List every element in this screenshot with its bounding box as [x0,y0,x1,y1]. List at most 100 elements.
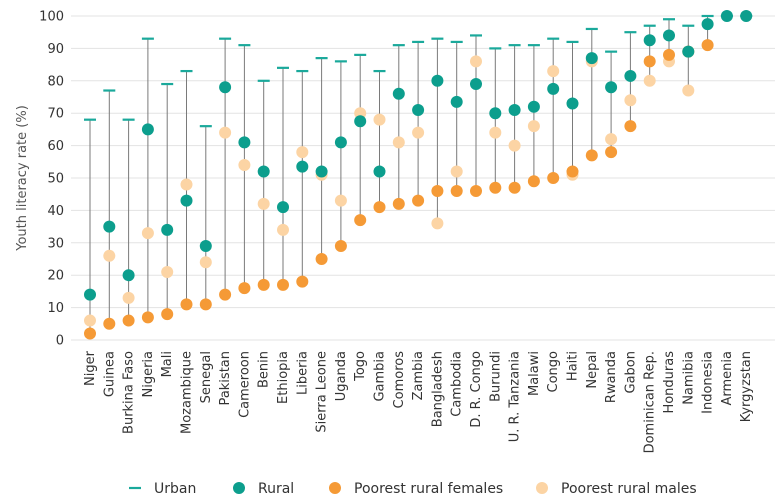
poorest-males-point [431,217,444,230]
poorest-males-point [412,126,425,139]
rural-point [392,87,405,100]
poorest-males-point [508,139,521,152]
poorest-females-point [566,165,579,178]
legend-circle-icon [233,482,245,494]
poorest-females-point [180,298,193,311]
poorest-males-point [103,249,116,262]
rural-point [296,160,309,173]
poorest-females-point [238,282,251,295]
legend-label: Poorest rural females [354,481,503,497]
x-category-label: Congo [546,351,561,393]
poorest-females-point [489,181,502,194]
poorest-females-point [296,275,309,288]
y-tick-label: 60 [47,139,64,154]
x-category-label: Sierra Leone [315,351,330,433]
poorest-females-point [122,314,135,327]
x-category-label: Cambodia [450,351,465,417]
poorest-males-point [257,197,270,210]
rural-point [412,103,425,116]
y-tick-label: 50 [47,172,64,187]
rural-point [431,74,444,87]
poorest-males-point [219,126,232,139]
rural-point [315,165,328,178]
x-category-label: Guinea [102,351,117,397]
x-category-label: Honduras [662,351,677,414]
rural-point [740,10,753,22]
rural-point [219,81,232,94]
rural-point [663,29,675,42]
rural-point [566,97,579,110]
poorest-females-point [470,184,482,197]
y-tick-label: 40 [47,204,64,219]
poorest-females-point [277,278,289,291]
legend-label: Rural [258,481,294,497]
rural-point [103,220,116,233]
rural-point [643,34,656,47]
x-category-label: Gambia [373,351,388,402]
x-category-label: Bangladesh [430,351,445,427]
poorest-males-point [199,256,212,269]
y-axis: 0 10 20 30 40 50 60 70 80 90 100 [39,10,64,349]
x-category-label: Senegal [199,351,214,403]
poorest-males-point [296,146,309,159]
rural-point [585,52,598,65]
poorest-males-point [450,165,463,178]
poorest-males-point [605,133,618,146]
rural-point [624,69,637,82]
poorest-females-point [663,48,675,61]
x-category-label: Liberia [295,351,310,395]
rural-point [527,100,540,113]
y-tick-label: 10 [47,301,64,316]
x-category-label: Armenia [720,351,735,406]
poorest-females-point [547,172,560,184]
poorest-males-point [334,194,347,207]
poorest-females-point [334,240,347,253]
y-tick-label: 30 [47,236,64,251]
x-category-label: Burundi [488,351,503,402]
x-category-label: Namibia [681,351,696,405]
rural-point [180,194,193,207]
poorest-males-point [643,74,656,87]
x-category-label: Rwanda [604,351,619,403]
rural-point [199,240,212,253]
rural-point [334,136,347,149]
poorest-females-point [354,214,367,227]
rural-point [122,269,135,282]
poorest-males-point [624,94,637,107]
x-axis: Niger Guinea Burkina Faso Nigeria Mali Mozamb… [83,350,754,453]
x-category-label: Mozambique [180,351,195,434]
x-category-label: Cameroon [237,351,252,418]
x-category-label: Mali [160,351,175,377]
poorest-males-point [277,223,289,236]
rural-point [277,201,289,214]
poorest-males-point [84,314,96,327]
poorest-females-point [199,298,212,311]
x-category-label: Uganda [334,351,349,401]
x-category-label: Comoros [392,351,407,409]
poorest-females-point [315,253,328,265]
y-tick-label: 90 [47,42,64,57]
rural-point [508,103,521,116]
poorest-males-point [161,265,174,278]
x-category-label: Gabon [623,351,638,394]
x-category-label: Kyrgyzstan [739,351,754,422]
x-category-label: Dominican Rep. [643,351,658,453]
legend-circle-icon [329,482,341,494]
poorest-females-point [508,181,521,194]
poorest-females-point [450,184,463,197]
y-tick-label: 20 [47,269,64,284]
poorest-males-point [122,291,135,304]
rural-point [161,223,174,236]
poorest-females-point [585,149,598,162]
x-category-label: D. R. Congo [469,351,484,428]
x-category-label: Benin [257,351,272,388]
rural-point [84,288,96,301]
rural-point [354,115,367,128]
data-marks [84,10,753,340]
rural-point [720,10,733,22]
x-category-label: Nepal [585,351,600,389]
y-tick-label: 80 [47,74,64,89]
rural-point [373,165,386,178]
poorest-males-point [682,84,695,97]
